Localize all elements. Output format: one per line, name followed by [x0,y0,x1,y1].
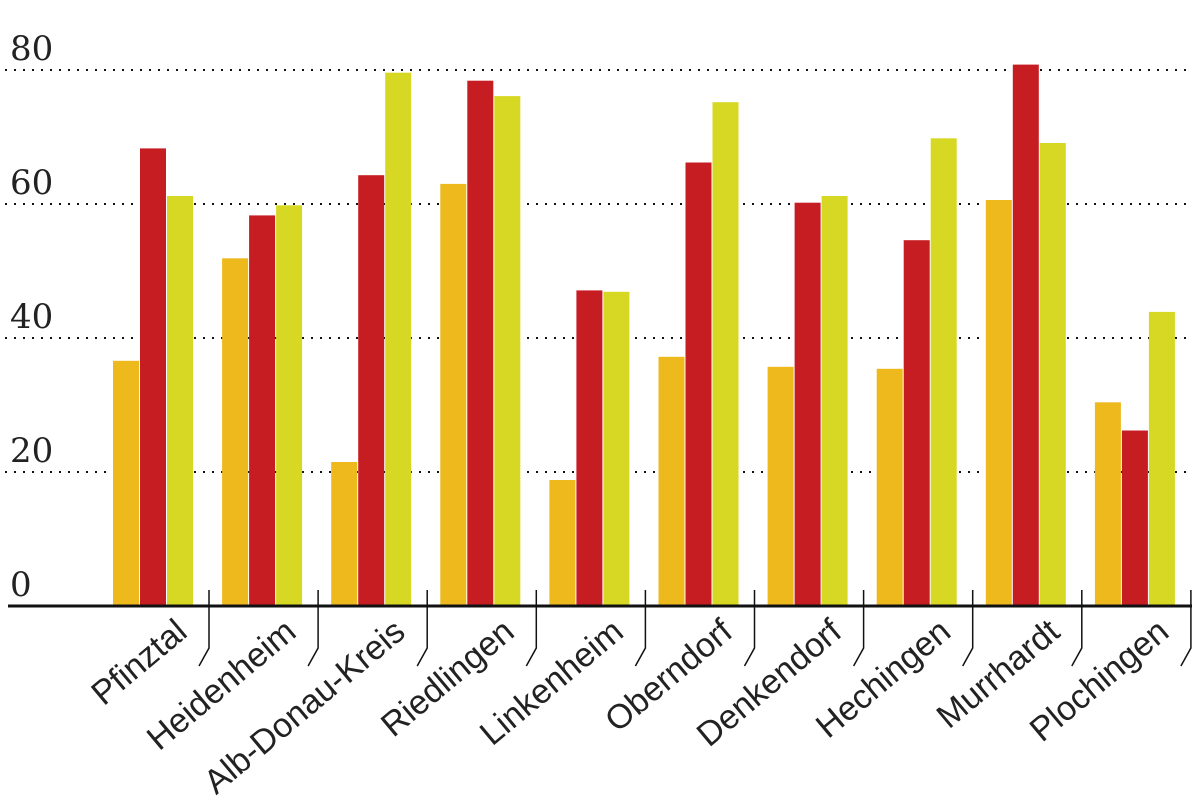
category-separator [962,590,974,667]
category-separator [1180,590,1192,667]
bar-heidenheim-series-1 [222,258,249,606]
bar-plochingen-series-1 [1094,402,1121,606]
bar-linkenheim-series-2 [576,290,603,606]
bar-oberndorf-series-2 [685,162,712,606]
y-tick-label: 0 [10,565,32,605]
y-tick-label: 20 [10,431,53,471]
bar-oberndorf-series-1 [658,356,685,606]
bar-pfinztal-series-1 [113,360,139,606]
category-separator [743,590,756,667]
bar-heidenheim-series-3 [276,205,303,607]
bar-denkendorf-series-2 [794,202,821,606]
bar-plochingen-series-2 [1121,430,1148,606]
bar-riedlingen-series-1 [440,183,467,606]
bar-murrhardt-series-3 [1039,143,1066,606]
bar-pfinztal-series-2 [140,148,166,606]
x-axis-category-labels: PfinztalHeidenheimAlb-Donau-KreisRiedlin… [84,612,1176,800]
category-separator [634,590,647,667]
bar-riedlingen-series-2 [467,80,494,606]
category-separators [198,590,1192,667]
y-axis-tick-labels: 0 20 40 60 80 [10,29,53,605]
y-tick-label: 60 [10,163,53,203]
bar-riedlingen-series-3 [494,96,521,606]
bars [113,64,1175,607]
bar-oberndorf-series-3 [712,102,739,606]
bar-hechingen-series-1 [876,368,903,606]
bar-denkendorf-series-1 [767,366,794,606]
bar-heidenheim-series-2 [249,215,276,606]
bar-alb-donau-kreis-series-2 [358,175,385,606]
bar-hechingen-series-3 [930,138,957,607]
bar-denkendorf-series-3 [821,196,848,606]
bar-alb-donau-kreis-series-3 [385,72,412,606]
x-category-label: Alb-Donau-Kreis [197,612,413,800]
y-tick-label: 40 [10,297,53,337]
bar-murrhardt-series-1 [985,200,1012,606]
bar-alb-donau-kreis-series-1 [331,462,358,606]
bar-pfinztal-series-3 [167,196,193,606]
category-separator [852,590,865,667]
category-separator [198,590,210,667]
bar-hechingen-series-2 [903,240,930,606]
bar-linkenheim-series-3 [603,291,630,606]
category-separator [416,590,428,667]
category-separator [1071,590,1083,667]
category-separator [307,590,319,667]
y-tick-label: 80 [10,29,53,69]
bar-plochingen-series-3 [1148,311,1175,606]
bar-murrhardt-series-2 [1012,64,1039,607]
bar-linkenheim-series-1 [549,480,576,606]
category-separator [525,590,538,667]
